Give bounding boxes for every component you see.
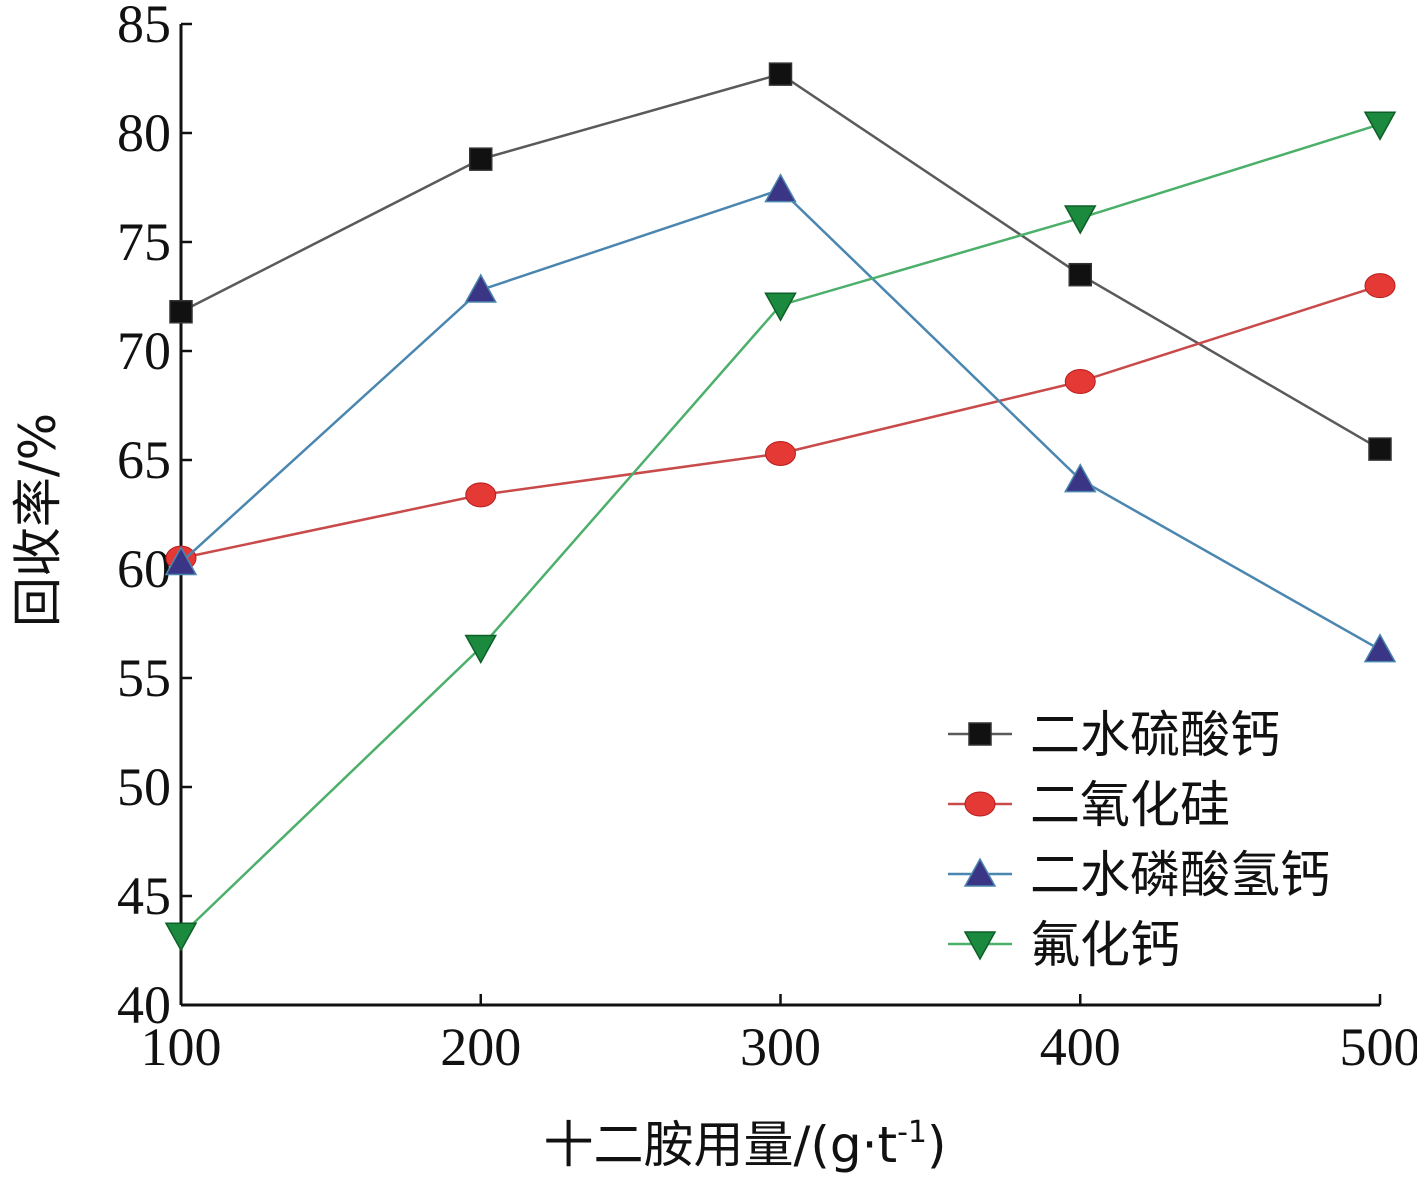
y-tick-label: 50 — [117, 757, 171, 817]
series-line — [180, 188, 1381, 651]
series-2 — [164, 173, 1397, 663]
y-tick-label: 45 — [117, 866, 171, 926]
y-tick-label: 85 — [117, 0, 171, 54]
data-point — [768, 62, 793, 86]
series-layer — [164, 62, 1397, 952]
legend-label: 氟化钙 — [1030, 916, 1180, 974]
y-tick-label: 60 — [117, 539, 171, 599]
y-tick-label: 65 — [117, 430, 171, 490]
legend-marker — [963, 857, 997, 887]
x-tick-label: 500 — [1340, 1017, 1417, 1077]
x-axis-title: 十二胺用量/(g·t-1) — [543, 1115, 946, 1174]
data-point — [465, 482, 497, 508]
data-point — [1364, 273, 1396, 299]
legend-marker — [963, 931, 997, 961]
data-point — [1363, 633, 1397, 663]
legend-label: 二水磷酸氢钙 — [1030, 846, 1330, 904]
legend-item: 二氧化硅 — [948, 776, 1230, 834]
series-1 — [165, 273, 1396, 571]
data-point — [469, 147, 493, 171]
data-point — [1063, 205, 1097, 235]
legend-item: 二水硫酸钙 — [948, 706, 1280, 764]
data-point — [464, 273, 498, 303]
y-tick-label: 70 — [117, 321, 171, 381]
series-line — [180, 72, 1381, 451]
data-point — [765, 440, 796, 466]
x-tick-label: 200 — [440, 1017, 521, 1077]
legend-item: 氟化钙 — [948, 916, 1180, 974]
legend-marker — [968, 722, 992, 746]
data-point — [1363, 111, 1397, 141]
data-point — [1068, 262, 1092, 287]
data-point — [464, 634, 498, 665]
data-point — [1063, 463, 1097, 493]
y-tick-label: 75 — [117, 212, 171, 272]
legend-item: 二水磷酸氢钙 — [948, 846, 1330, 904]
x-tick-label: 100 — [141, 1017, 222, 1077]
data-point — [164, 922, 198, 952]
axes: 40 45 50 55 60 65 70 75 80 85 100 200 300 400 500 — [117, 0, 1417, 1077]
y-tick-label: 40 — [117, 975, 171, 1035]
x-tick-label: 300 — [740, 1017, 821, 1077]
x-tick-label: 400 — [1040, 1017, 1121, 1077]
series-0 — [169, 62, 1392, 461]
series-line — [180, 284, 1381, 560]
data-point — [1368, 437, 1392, 461]
data-point — [764, 173, 797, 203]
y-tick-label: 80 — [117, 103, 171, 163]
y-axis-title: 回收率/% — [9, 413, 67, 627]
data-point — [764, 292, 797, 322]
y-tick-label: 55 — [117, 648, 171, 708]
data-point — [164, 545, 198, 576]
legend-label: 二氧化硅 — [1030, 776, 1230, 834]
legend-label: 二水硫酸钙 — [1030, 706, 1280, 764]
data-point — [169, 300, 193, 324]
data-point — [1064, 369, 1096, 395]
series-3 — [164, 111, 1397, 952]
legend-marker — [964, 791, 996, 817]
